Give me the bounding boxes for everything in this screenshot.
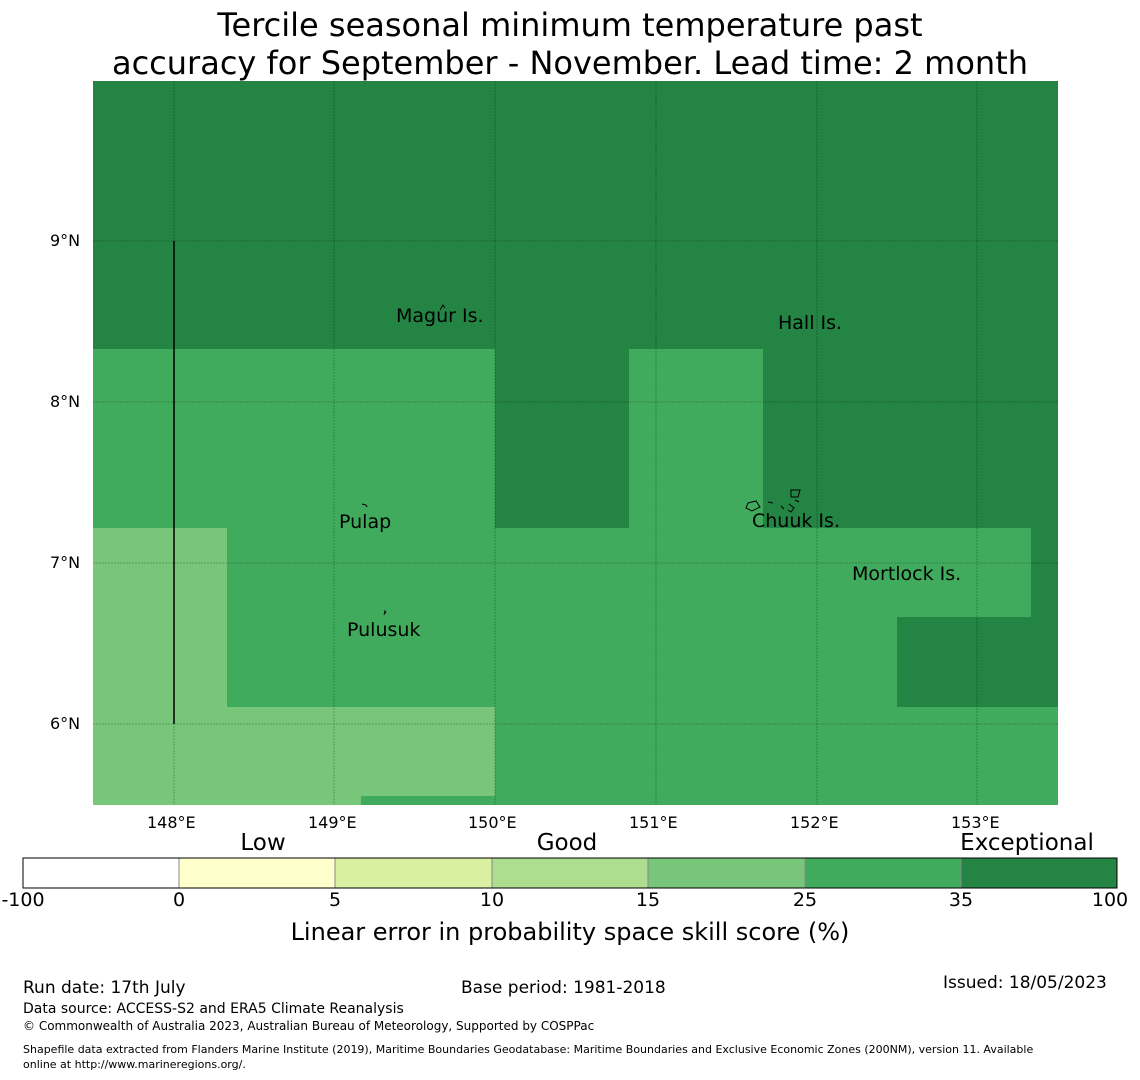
- skill-regions: [93, 81, 1058, 805]
- run-date: Run date: 17th July: [23, 978, 186, 998]
- lon-tick-153e: 153°E: [951, 813, 1000, 832]
- colorbar-tick-10: 10: [479, 889, 505, 911]
- place-label-pulap: Pulap: [339, 511, 392, 533]
- colorbar-label: Linear error in probability space skill …: [290, 918, 850, 946]
- pulusuk-island-outline: [383, 609, 387, 616]
- colorbar-tick-5: 5: [328, 889, 342, 911]
- region-good-strip: [361, 796, 495, 805]
- colorbar-tick-100: 100: [1091, 889, 1129, 911]
- colorbar-bin-2: [179, 858, 335, 888]
- place-label-mortlock: Mortlock Is.: [852, 563, 962, 585]
- colorbar-bin-7: [961, 858, 1117, 888]
- colorbar-bin-3: [335, 858, 492, 888]
- place-label-chuuk: Chuuk Is.: [752, 510, 840, 532]
- colorbar-bin-6: [805, 858, 961, 888]
- shapefile-credit-line-2: online at http://www.marineregions.org/.: [23, 1058, 246, 1071]
- colorbar-tick-minus100: -100: [1, 889, 45, 911]
- colorbar-category-exceptional: Exceptional: [960, 830, 1094, 856]
- lat-tick-6n: 6°N: [50, 714, 81, 733]
- chuuk-reef-outline: [745, 489, 801, 513]
- colorbar-bin-5: [648, 858, 805, 888]
- chart-title-line-1: Tercile seasonal minimum temperature pas…: [217, 6, 923, 44]
- lon-tick-151e: 151°E: [629, 813, 678, 832]
- colorbar-tick-35: 35: [948, 889, 974, 911]
- region-exceptional-southeast: [897, 617, 1058, 707]
- skill-map: [93, 81, 1058, 805]
- colorbar: [22, 857, 1118, 889]
- place-label-pulusuk: Pulusuk: [347, 619, 421, 641]
- colorbar-bin-1: [23, 858, 179, 888]
- base-period: Base period: 1981-2018: [461, 978, 666, 998]
- lon-tick-149e: 149°E: [308, 813, 357, 832]
- region-fair-southwest: [93, 707, 495, 805]
- island-outlines: [361, 304, 801, 616]
- lon-tick-150e: 150°E: [468, 813, 517, 832]
- lat-tick-7n: 7°N: [50, 553, 81, 572]
- place-label-hall: Hall Is.: [778, 312, 843, 334]
- place-label-magur: Magur Is.: [396, 305, 484, 327]
- issued-date: Issued: 18/05/2023: [943, 973, 1107, 993]
- colorbar-tick-15: 15: [635, 889, 661, 911]
- chart-title-line-2: accuracy for September - November. Lead …: [111, 44, 1029, 82]
- magur-island-outline: [439, 304, 446, 311]
- colorbar-tick-25: 25: [792, 889, 818, 911]
- pulap-island-outline: [361, 503, 368, 508]
- colorbar-category-low: Low: [240, 830, 286, 856]
- lat-tick-8n: 8°N: [50, 392, 81, 411]
- data-source: Data source: ACCESS-S2 and ERA5 Climate …: [23, 1001, 404, 1017]
- colorbar-tick-0: 0: [172, 889, 186, 911]
- copyright: © Commonwealth of Australia 2023, Austra…: [23, 1019, 595, 1033]
- colorbar-bin-4: [492, 858, 648, 888]
- shapefile-credit-line-1: Shapefile data extracted from Flanders M…: [23, 1043, 1034, 1056]
- lon-tick-152e: 152°E: [790, 813, 839, 832]
- lon-tick-148e: 148°E: [147, 813, 196, 832]
- colorbar-category-good: Good: [536, 830, 598, 856]
- lat-tick-9n: 9°N: [50, 231, 81, 250]
